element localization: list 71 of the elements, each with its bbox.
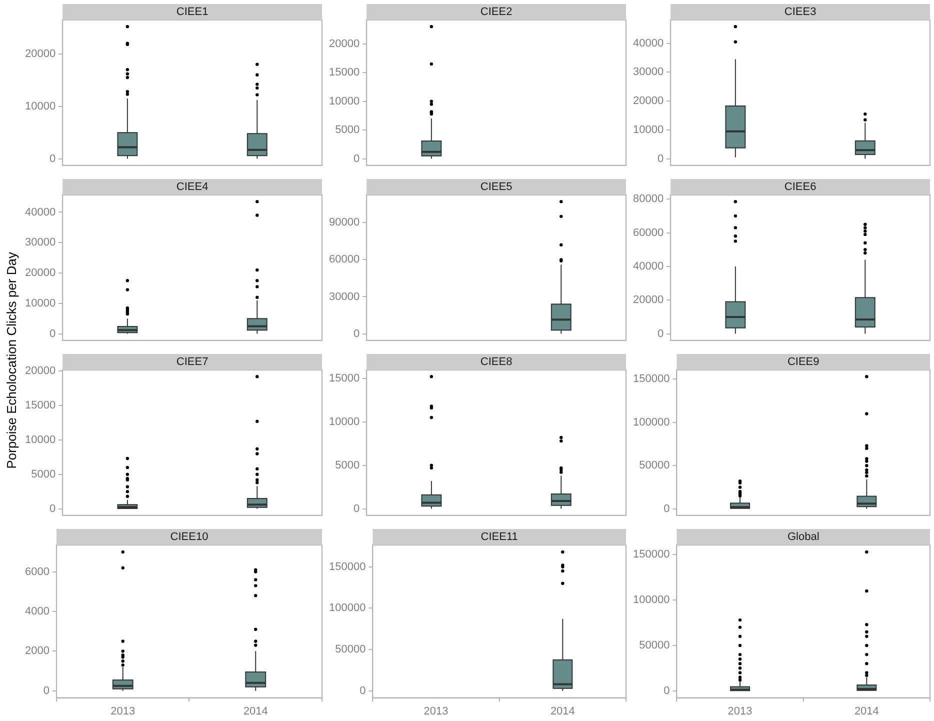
y-tick-label: 150000 — [632, 548, 670, 561]
x-tick-label: 2014 — [243, 705, 268, 718]
y-tick-label: 0 — [353, 152, 360, 165]
y-tick-label: 30000 — [328, 290, 360, 303]
y-tick-label: 0 — [49, 502, 56, 515]
y-tick-label: 10000 — [328, 416, 360, 428]
y-tick-label: 20000 — [632, 294, 664, 306]
y-tick-label: 15000 — [328, 66, 360, 79]
y-tick-label: 10000 — [24, 100, 56, 112]
y-tick-label: 15000 — [328, 372, 360, 384]
y-tick-label: 30000 — [24, 236, 56, 249]
y-tick-label: 20000 — [632, 95, 664, 108]
y-tick-label: 5000 — [335, 459, 360, 472]
y-tick-label: 0 — [360, 684, 366, 697]
y-tick-label: 40000 — [632, 260, 664, 272]
chart-title: CIEE9 — [787, 356, 820, 368]
chart-title: CIEE8 — [480, 356, 512, 368]
y-tick-label: 0 — [353, 328, 360, 340]
chart-title: CIEE1 — [176, 6, 208, 18]
y-tick-label: 0 — [664, 684, 670, 697]
y-tick-label: 60000 — [632, 226, 664, 239]
chart-title: CIEE3 — [784, 6, 816, 18]
y-tick-label: 0 — [49, 152, 56, 165]
y-tick-label: 50000 — [639, 460, 670, 472]
y-tick-label: 20000 — [24, 365, 56, 378]
y-tick-label: 90000 — [328, 216, 360, 229]
y-tick-label: 150000 — [632, 373, 670, 386]
y-tick-label: 10000 — [24, 297, 56, 310]
x-tick-label: 2014 — [550, 705, 575, 718]
y-tick-label: 0 — [43, 684, 50, 697]
y-tick-label: 6000 — [24, 566, 50, 578]
chart-title: CIEE10 — [170, 531, 208, 544]
y-tick-label: 30000 — [632, 66, 664, 78]
y-tick-label: 100000 — [632, 594, 670, 606]
chart-title: CIEE11 — [480, 531, 518, 544]
y-tick-label: 0 — [657, 152, 664, 165]
chart-title: CIEE6 — [784, 181, 816, 194]
y-tick-label: 20000 — [328, 38, 360, 50]
x-tick-label: 2014 — [854, 705, 879, 718]
chart-title: CIEE7 — [176, 356, 208, 368]
y-tick-label: 15000 — [24, 400, 56, 412]
x-tick-label: 2013 — [728, 705, 752, 718]
y-tick-label: 100000 — [632, 416, 670, 428]
y-tick-label: 5000 — [335, 124, 360, 136]
y-tick-label: 50000 — [639, 639, 670, 652]
y-tick-label: 50000 — [335, 644, 366, 656]
chart-title: CIEE2 — [480, 6, 512, 18]
chart-title: CIEE4 — [176, 181, 208, 194]
y-tick-label: 40000 — [24, 206, 56, 218]
y-tick-label: 80000 — [632, 193, 664, 206]
y-tick-label: 40000 — [632, 37, 664, 50]
y-tick-label: 5000 — [31, 468, 56, 480]
y-tick-label: 20000 — [24, 48, 56, 60]
y-tick-label: 150000 — [328, 560, 366, 573]
y-tick-label: 10000 — [328, 95, 360, 108]
x-tick-label: 2013 — [424, 705, 448, 718]
y-tick-label: 0 — [664, 502, 670, 515]
y-tick-label: 4000 — [24, 606, 50, 618]
y-tick-label: 0 — [49, 328, 56, 340]
y-tick-label: 10000 — [24, 434, 56, 446]
x-tick-label: 2013 — [110, 705, 136, 718]
y-tick-label: 100000 — [328, 602, 366, 614]
y-axis-title: Porpoise Echolocation Clicks per Day — [4, 252, 18, 469]
y-tick-label: 0 — [353, 502, 360, 515]
chart-title: CIEE5 — [480, 181, 512, 194]
y-tick-label: 0 — [657, 328, 664, 340]
chart-title: Global — [787, 531, 820, 544]
y-tick-label: 10000 — [632, 124, 664, 136]
y-tick-label: 60000 — [328, 254, 360, 266]
y-tick-label: 2000 — [24, 645, 50, 658]
y-tick-label: 20000 — [24, 267, 56, 280]
